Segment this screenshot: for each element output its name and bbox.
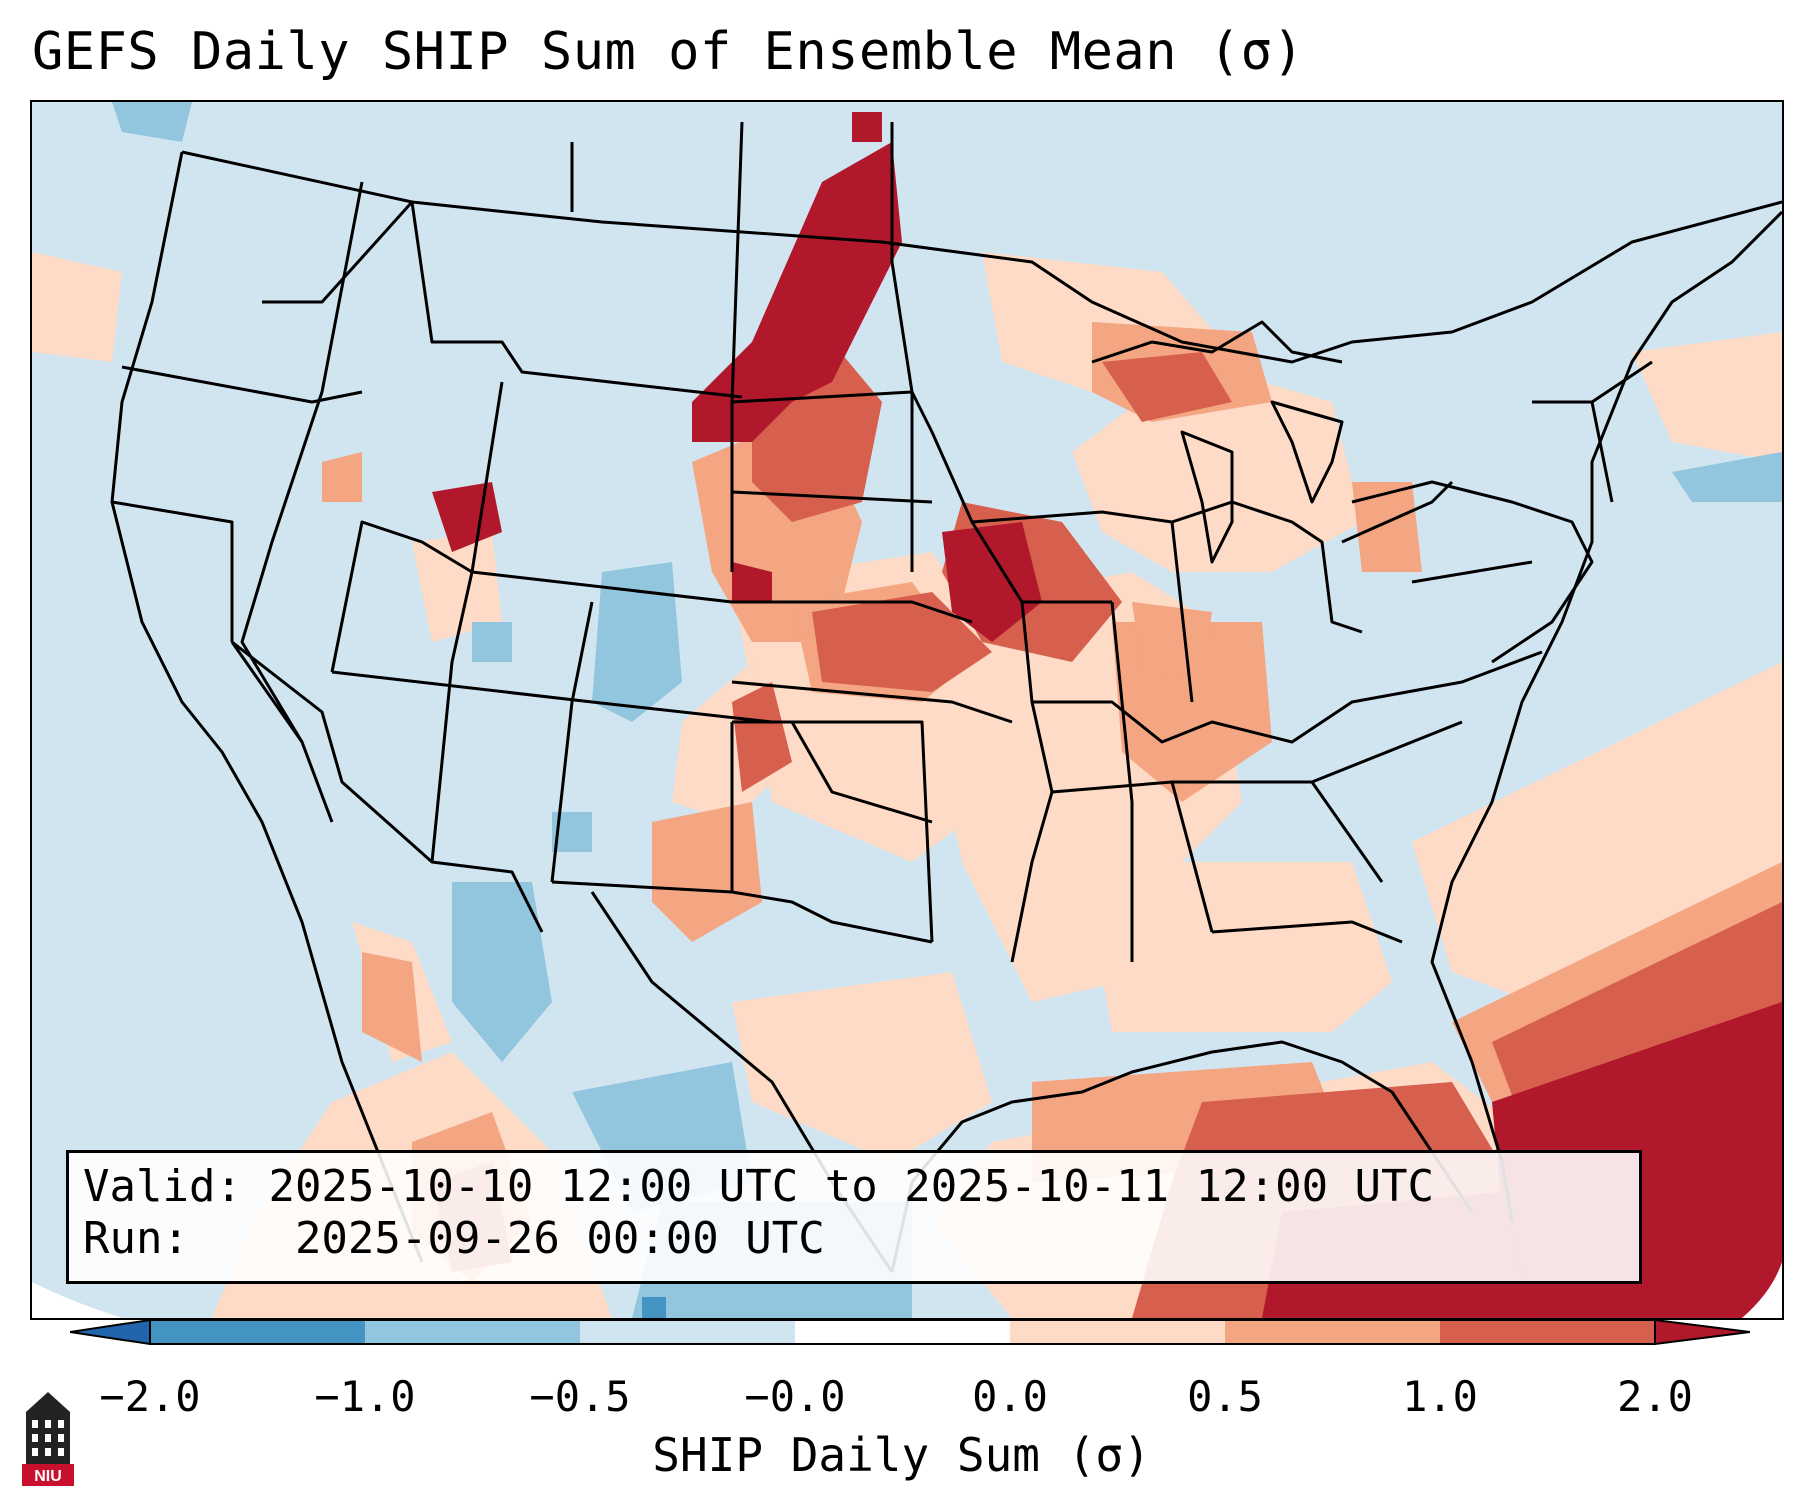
colorbar-segment-6 <box>1225 1320 1440 1344</box>
logo-text: NIU <box>34 1468 62 1485</box>
colorbar-tick: −2.0 <box>99 1372 201 1421</box>
valid-label: Valid: <box>83 1161 242 1212</box>
colorbar-segment-4 <box>795 1320 1010 1344</box>
colorbar-tick: −0.0 <box>744 1372 846 1421</box>
valid-line: Valid: 2025-10-10 12:00 UTC to 2025-10-1… <box>83 1161 1434 1212</box>
colorbar-label: SHIP Daily Sum (σ) <box>652 1428 1151 1482</box>
state-boundaries <box>110 121 1782 1273</box>
valid-value: 2025-10-10 12:00 UTC to 2025-10-11 12:00… <box>268 1161 1435 1212</box>
colorbar-tick: −1.0 <box>314 1372 416 1421</box>
colorbar-tick: 0.0 <box>972 1372 1048 1421</box>
map-panel[interactable] <box>30 100 1784 1320</box>
page-title: GEFS Daily SHIP Sum of Ensemble Mean (σ) <box>32 22 1305 82</box>
colorbar-tick: 0.5 <box>1187 1372 1263 1421</box>
colorbar-segment-5 <box>1010 1320 1225 1344</box>
run-line: Run: 2025-09-26 00:00 UTC <box>83 1213 825 1264</box>
niu-tower-logo-icon: NIU <box>22 1392 74 1486</box>
info-box: Valid: 2025-10-10 12:00 UTC to 2025-10-1… <box>66 1150 1642 1284</box>
colorbar-extend-high <box>1654 1318 1750 1346</box>
colorbar-extend-low <box>70 1318 151 1346</box>
colorbar <box>70 1318 1750 1346</box>
colorbar-tick: 2.0 <box>1617 1372 1693 1421</box>
run-value: 2025-09-26 00:00 UTC <box>294 1213 825 1264</box>
colorbar-segment-1 <box>150 1320 365 1344</box>
colorbar-segment-3 <box>580 1320 795 1344</box>
shaded-field-map <box>32 102 1782 1318</box>
colorbar-ticks: −2.0 −1.0 −0.5 −0.0 0.0 0.5 1.0 2.0 <box>0 1372 1803 1428</box>
colorbar-tick: 1.0 <box>1402 1372 1478 1421</box>
colorbar-segment-7 <box>1440 1320 1655 1344</box>
colorbar-segment-2 <box>365 1320 580 1344</box>
colorbar-tick: −0.5 <box>529 1372 631 1421</box>
run-label: Run: <box>83 1213 189 1264</box>
